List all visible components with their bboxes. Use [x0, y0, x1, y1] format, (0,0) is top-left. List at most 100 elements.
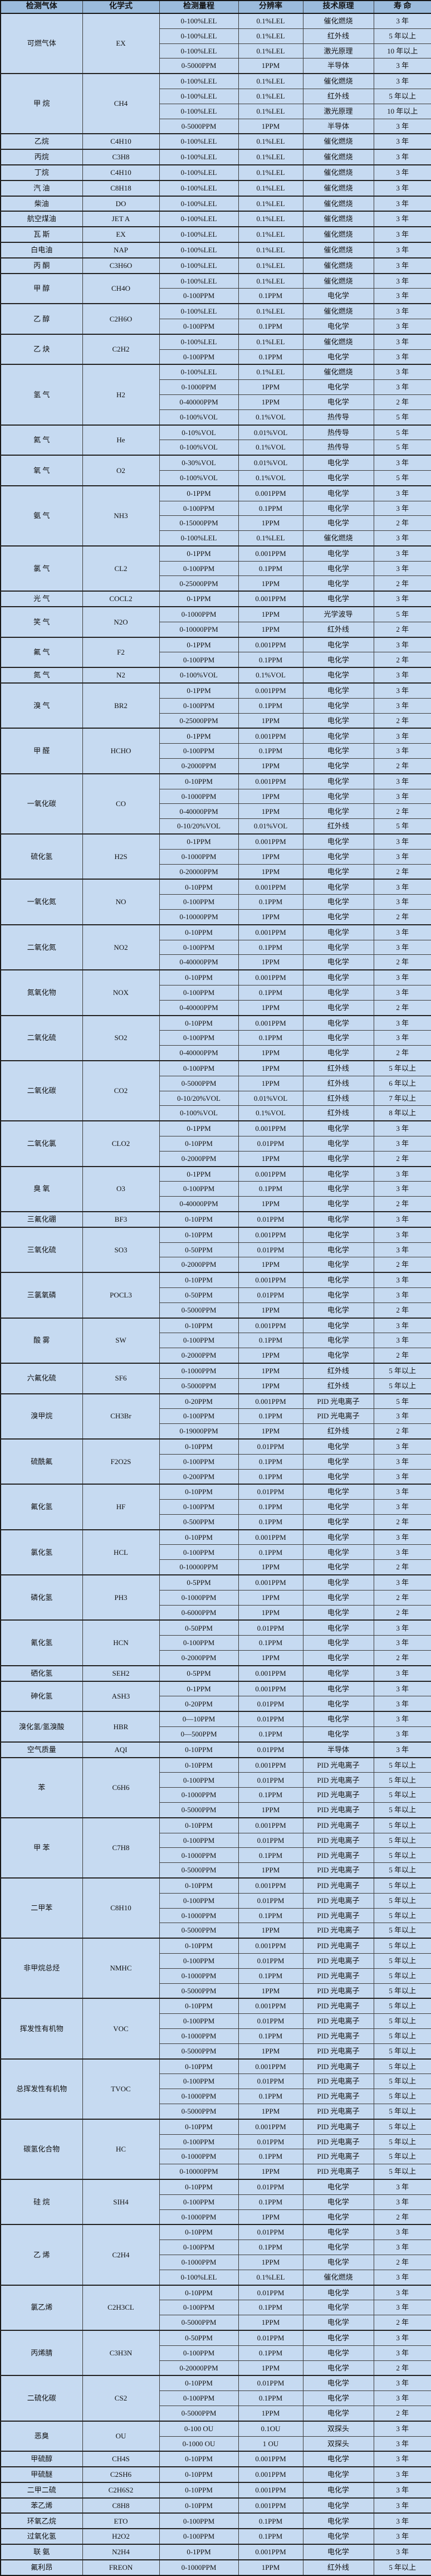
lifespan-cell: 5 年 — [373, 818, 431, 835]
resolution-cell: 0.001PPM — [238, 2466, 303, 2483]
table-row: 二氧化氯 CLO2 0-1PPM 0.001PPM 电化学 3 年 — [0, 1120, 431, 1167]
principle-cell: PID 光电离子 — [302, 1892, 374, 1909]
principle-cell: 催化燃烧 — [302, 164, 374, 181]
resolution-cell: 1PPM — [238, 1802, 303, 1818]
lifespan-cell: 6 年以上 — [373, 1075, 431, 1091]
resolution-cell: 0.1%LEL — [238, 364, 303, 380]
resolution-cell: 0.01PPM — [238, 1135, 303, 1152]
lifespan-cell: 3 年 — [373, 1619, 431, 1636]
lifespan-cell: 3 年 — [373, 728, 431, 744]
table-row: 磷化氢 PH3 0-5PPM 0.001PPM 电化学 3 年 — [0, 1574, 431, 1621]
lifespan-cell: 2 年 — [373, 515, 431, 531]
lifespan-cell: 5 年 — [373, 470, 431, 486]
principle-cell: 电化学 — [302, 1696, 374, 1712]
range-cell: 0-5000PPM — [159, 118, 239, 134]
principle-cell: 红外线 — [302, 1423, 374, 1440]
range-cell: 0-2000PPM — [159, 1257, 239, 1273]
principle-cell: 电化学 — [302, 560, 374, 577]
table-row: 二氧化硫 SO2 0-10PPM 0.001PPM 电化学 3 年 — [0, 1014, 431, 1061]
resolution-cell: 0.01%VOL — [238, 455, 303, 471]
table-row: 溴 气 BR2 0-1PPM 0.001PPM 电化学 3 年 — [0, 682, 431, 729]
range-cell: 0-1000PPM — [159, 1787, 239, 1803]
range-cell: 0-10PPM — [159, 1211, 239, 1228]
range-cell: 0-100PPM — [159, 1544, 239, 1560]
principle-cell: 电化学 — [302, 1559, 374, 1575]
formula-cell: C7H8 — [82, 1817, 160, 1879]
formula-cell: TVOC — [82, 2058, 160, 2120]
resolution-cell: 0.1%VOL — [238, 440, 303, 456]
table-row: 0-100PPM 0.1PPM 电化学 3 年 — [1, 894, 431, 910]
table-row: 一氧化碳 CO 0-10PPM 0.001PPM 电化学 3 年 — [0, 773, 431, 835]
resolution-cell: 0.001PPM — [238, 1317, 303, 1334]
principle-cell: PID 光电离子 — [302, 2089, 374, 2104]
principle-cell: PID 光电离子 — [302, 2043, 374, 2060]
lifespan-cell: 10 年以上 — [373, 43, 431, 59]
range-cell: 0-10PPM — [159, 1272, 239, 1288]
table-row: 二甲苯 C8H10 0-10PPM 0.001PPM PID 光电离子 5 年以上 — [0, 1877, 431, 1939]
range-cell: 0-5000PPM — [159, 58, 239, 74]
lifespan-cell: 5 年以上 — [373, 1907, 431, 1924]
principle-cell: 电化学 — [302, 954, 374, 970]
gas-name-cell: 恶臭 — [0, 2420, 83, 2452]
principle-cell: 电化学 — [302, 1468, 374, 1485]
lifespan-cell: 3 年 — [373, 560, 431, 577]
range-cell: 0-10/20%VOL — [159, 1090, 239, 1106]
resolution-cell: 1PPM — [238, 713, 303, 729]
lifespan-cell: 3 年 — [373, 241, 431, 258]
range-cell: 0-25000PPM — [159, 713, 239, 729]
principle-cell: 电化学 — [302, 1135, 374, 1152]
principle-cell: 红外线 — [302, 1075, 374, 1091]
table-row: 0-100PPM 0.01PPM PID 光电离子 5 年以上 — [1, 2074, 431, 2090]
lifespan-cell: 2 年 — [373, 1650, 431, 1666]
formula-cell: CO2 — [82, 1060, 160, 1121]
range-cell: 0-100%LEL — [159, 226, 239, 243]
principle-cell: 电化学 — [302, 2284, 374, 2301]
principle-cell: 电化学 — [302, 1287, 374, 1303]
gas-name-cell: 硅 烷 — [0, 2178, 83, 2225]
principle-cell: 电化学 — [302, 2375, 374, 2392]
principle-cell: 电化学 — [302, 1604, 374, 1621]
table-row: 空气质量 AQI 0-10PPM 0.01PPM 半导体 3 年 — [0, 1741, 431, 1758]
gas-name-cell: 柴油 — [0, 195, 83, 212]
resolution-cell: 0.1PPM — [238, 1333, 303, 1349]
gas-name-cell: 溴甲烷 — [0, 1393, 83, 1440]
principle-cell: 电化学 — [302, 667, 374, 684]
principle-cell: PID 光电离子 — [302, 1907, 374, 1924]
table-row: 0-1000PPM 0.1PPM PID 光电离子 5 年以上 — [1, 1847, 431, 1863]
range-cell: 0-100%LEL — [159, 133, 239, 150]
resolution-cell: 0.1%LEL — [238, 28, 303, 44]
table-row: 0-1000PPM 1PPM 电化学 2 年 — [1, 2209, 431, 2225]
resolution-cell: 0.001PPM — [238, 2118, 303, 2135]
table-row: 0-50PPM 0.01PPM 电化学 3 年 — [1, 1287, 431, 1303]
lifespan-cell: 2 年 — [373, 2315, 431, 2331]
principle-cell: PID 光电离子 — [302, 1757, 374, 1773]
range-cell: 0-1PPM — [159, 591, 239, 607]
principle-cell: PID 光电离子 — [302, 1817, 374, 1833]
principle-cell: 电化学 — [302, 2451, 374, 2467]
lifespan-cell: 3 年 — [373, 2436, 431, 2452]
lifespan-cell: 3 年 — [373, 879, 431, 895]
principle-cell: 电化学 — [302, 1544, 374, 1560]
resolution-cell: 0.01PPM — [238, 2013, 303, 2029]
lifespan-cell: 3 年 — [373, 1030, 431, 1046]
table-row: 瓦 斯 EX 0-100%LEL 0.1%LEL 催化燃烧 3 年 — [0, 226, 431, 243]
principle-cell: 电化学 — [302, 1453, 374, 1470]
range-cell: 0-50PPM — [159, 1242, 239, 1258]
gas-name-cell: 氟 气 — [0, 636, 83, 668]
range-cell: 0-100PPM — [159, 697, 239, 714]
resolution-cell: 0.01PPM — [238, 2134, 303, 2150]
lifespan-cell: 3 年 — [373, 272, 431, 289]
table-row: 0-100PPM 0.01PPM PID 光电离子 5 年以上 — [1, 1953, 431, 1969]
formula-cell: C3H3N — [82, 2329, 160, 2376]
resolution-cell: 0.1PPM — [238, 743, 303, 759]
resolution-cell: 1PPM — [238, 848, 303, 865]
resolution-cell: 1PPM — [238, 118, 303, 134]
lifespan-cell: 5 年以上 — [373, 2074, 431, 2090]
range-cell: 0-1PPM — [159, 1165, 239, 1182]
principle-cell: 电化学 — [302, 1211, 374, 1228]
resolution-cell: 0.01PPM — [238, 1242, 303, 1258]
resolution-cell: 0.01PPM — [238, 2178, 303, 2195]
table-row: 总挥发性有机物 TVOC 0-10PPM 0.001PPM PID 光电离子 5 年以上 — [0, 2058, 431, 2120]
principle-cell: 电化学 — [302, 349, 374, 365]
table-row: 0-10/20%VOL 0.01%VOL 红外线 5 年 — [1, 818, 431, 835]
